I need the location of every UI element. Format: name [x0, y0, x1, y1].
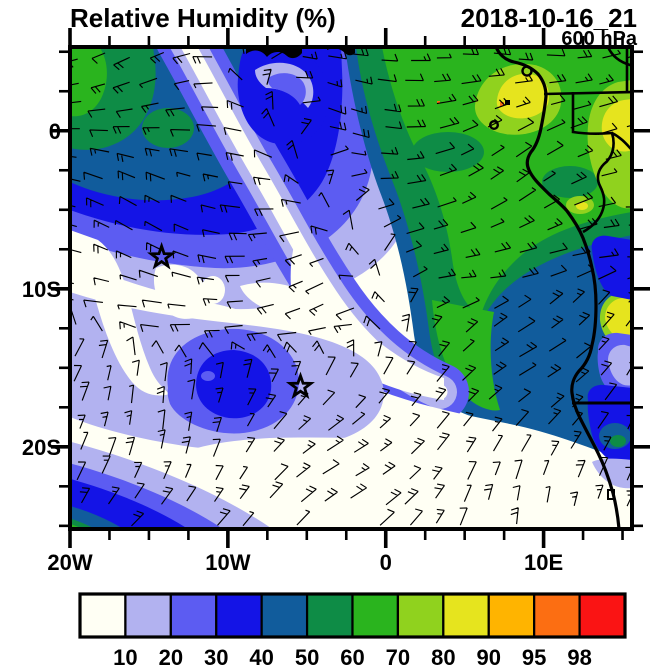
- wind-barbs: [71, 48, 631, 527]
- x-tick-label: 10E: [524, 550, 563, 575]
- contour-eddy-curl-violet: [267, 73, 306, 105]
- colorbar-label: 10: [113, 645, 137, 667]
- contour-east-q50-patch1: [412, 132, 484, 172]
- colorbar-cell: [78, 592, 127, 639]
- dry-hole-1: [153, 264, 208, 319]
- contour-q80-b: [601, 99, 631, 152]
- y-axis-labels: 0 10S 20S: [22, 119, 61, 460]
- colorbar-label: 90: [477, 645, 501, 667]
- colorbar-label: 95: [522, 645, 546, 667]
- x-tick-label: 10W: [205, 550, 250, 575]
- dry-hole-2: [201, 276, 225, 304]
- colorbar-label: 98: [567, 645, 591, 667]
- contour-coast-q80: [605, 297, 631, 341]
- contour-q80-a: [496, 73, 550, 119]
- island-bioko: [521, 65, 533, 77]
- africa-coastline: [494, 48, 621, 528]
- colorbar-cell: [124, 592, 172, 639]
- border-ne-corner: [607, 48, 631, 67]
- dry-channel: [240, 282, 330, 320]
- colorbar-frame: [78, 592, 627, 639]
- colorbar-label: 70: [386, 645, 410, 667]
- valid-time-label: 2018-10-16_21: [461, 3, 637, 33]
- page-title: Relative Humidity (%): [70, 3, 336, 33]
- contour-blob-q30: [196, 350, 272, 419]
- colorbar-cell: [305, 592, 354, 639]
- colorbar-cell: [169, 592, 218, 639]
- contour-angola-fringe: [592, 458, 631, 489]
- x-tick-label: 20W: [47, 550, 92, 575]
- contour-orange-speck1: [500, 102, 504, 106]
- colorbar-cell: [442, 592, 490, 639]
- pressure-level-label: 600 hPa: [561, 28, 637, 50]
- dry-tongue-west: [71, 230, 170, 396]
- x-axis-labels: 20W 10W 0 10E: [47, 550, 563, 575]
- y-tick-label: 20S: [22, 435, 61, 460]
- colorbar: 10 20 30 40 50 60 70 80 90 95 98: [78, 592, 627, 667]
- guinea-coast-blob-2: [327, 48, 355, 56]
- contour-orange-speck2: [437, 101, 440, 104]
- colorbar-label: 20: [159, 645, 183, 667]
- colorbar-label: 80: [431, 645, 455, 667]
- dry-channel-above-corner: [186, 437, 480, 494]
- colorbar-label: 60: [340, 645, 364, 667]
- coastlines-and-borders: [246, 48, 631, 528]
- colorbar-cell: [260, 592, 309, 639]
- colorbar-label: 40: [249, 645, 273, 667]
- station-star-marker: [285, 371, 315, 400]
- contour-gabon-q80: [576, 202, 588, 210]
- colorbar-cell: [578, 592, 627, 639]
- border-gabon-congo: [571, 92, 615, 234]
- contour-nw-q60: [71, 48, 107, 117]
- x-tick-label: 0: [380, 550, 392, 575]
- colorbar-label: 30: [204, 645, 228, 667]
- colorbar-cell: [351, 592, 400, 639]
- map-canvas: [71, 48, 631, 528]
- station-markers-layer: [147, 241, 315, 400]
- station-star-marker: [147, 241, 177, 270]
- y-tick-label: 0: [49, 119, 61, 144]
- colorbar-cell: [487, 592, 536, 639]
- colorbar-cell: [215, 592, 263, 639]
- contour-angola-q10: [608, 344, 631, 386]
- ring-q50: [71, 511, 122, 528]
- contour-angola-q30-upper: [591, 235, 631, 300]
- guinea-coast-blob-1: [246, 48, 302, 59]
- map-frame: [68, 45, 634, 531]
- colorbar-cell: [396, 592, 445, 639]
- border-cameroon-gabon: [543, 90, 631, 96]
- contour-lobe-q60: [432, 300, 500, 411]
- island-sao-tome: [489, 119, 500, 130]
- coast-box-marker: [607, 489, 615, 500]
- contour-east-q60: [382, 48, 631, 315]
- axis-ticks: [51, 28, 650, 548]
- y-tick-label: 10S: [22, 277, 61, 302]
- colorbar-label: 50: [295, 645, 319, 667]
- contour-nw-q50-patch: [142, 108, 194, 148]
- sw-corner-maximum: [71, 416, 339, 528]
- contour-blob-speck: [201, 371, 215, 381]
- wind-barbs-layer: [71, 48, 631, 527]
- contour-angola-q50-south: [610, 435, 626, 447]
- colorbar-cell: [533, 592, 581, 639]
